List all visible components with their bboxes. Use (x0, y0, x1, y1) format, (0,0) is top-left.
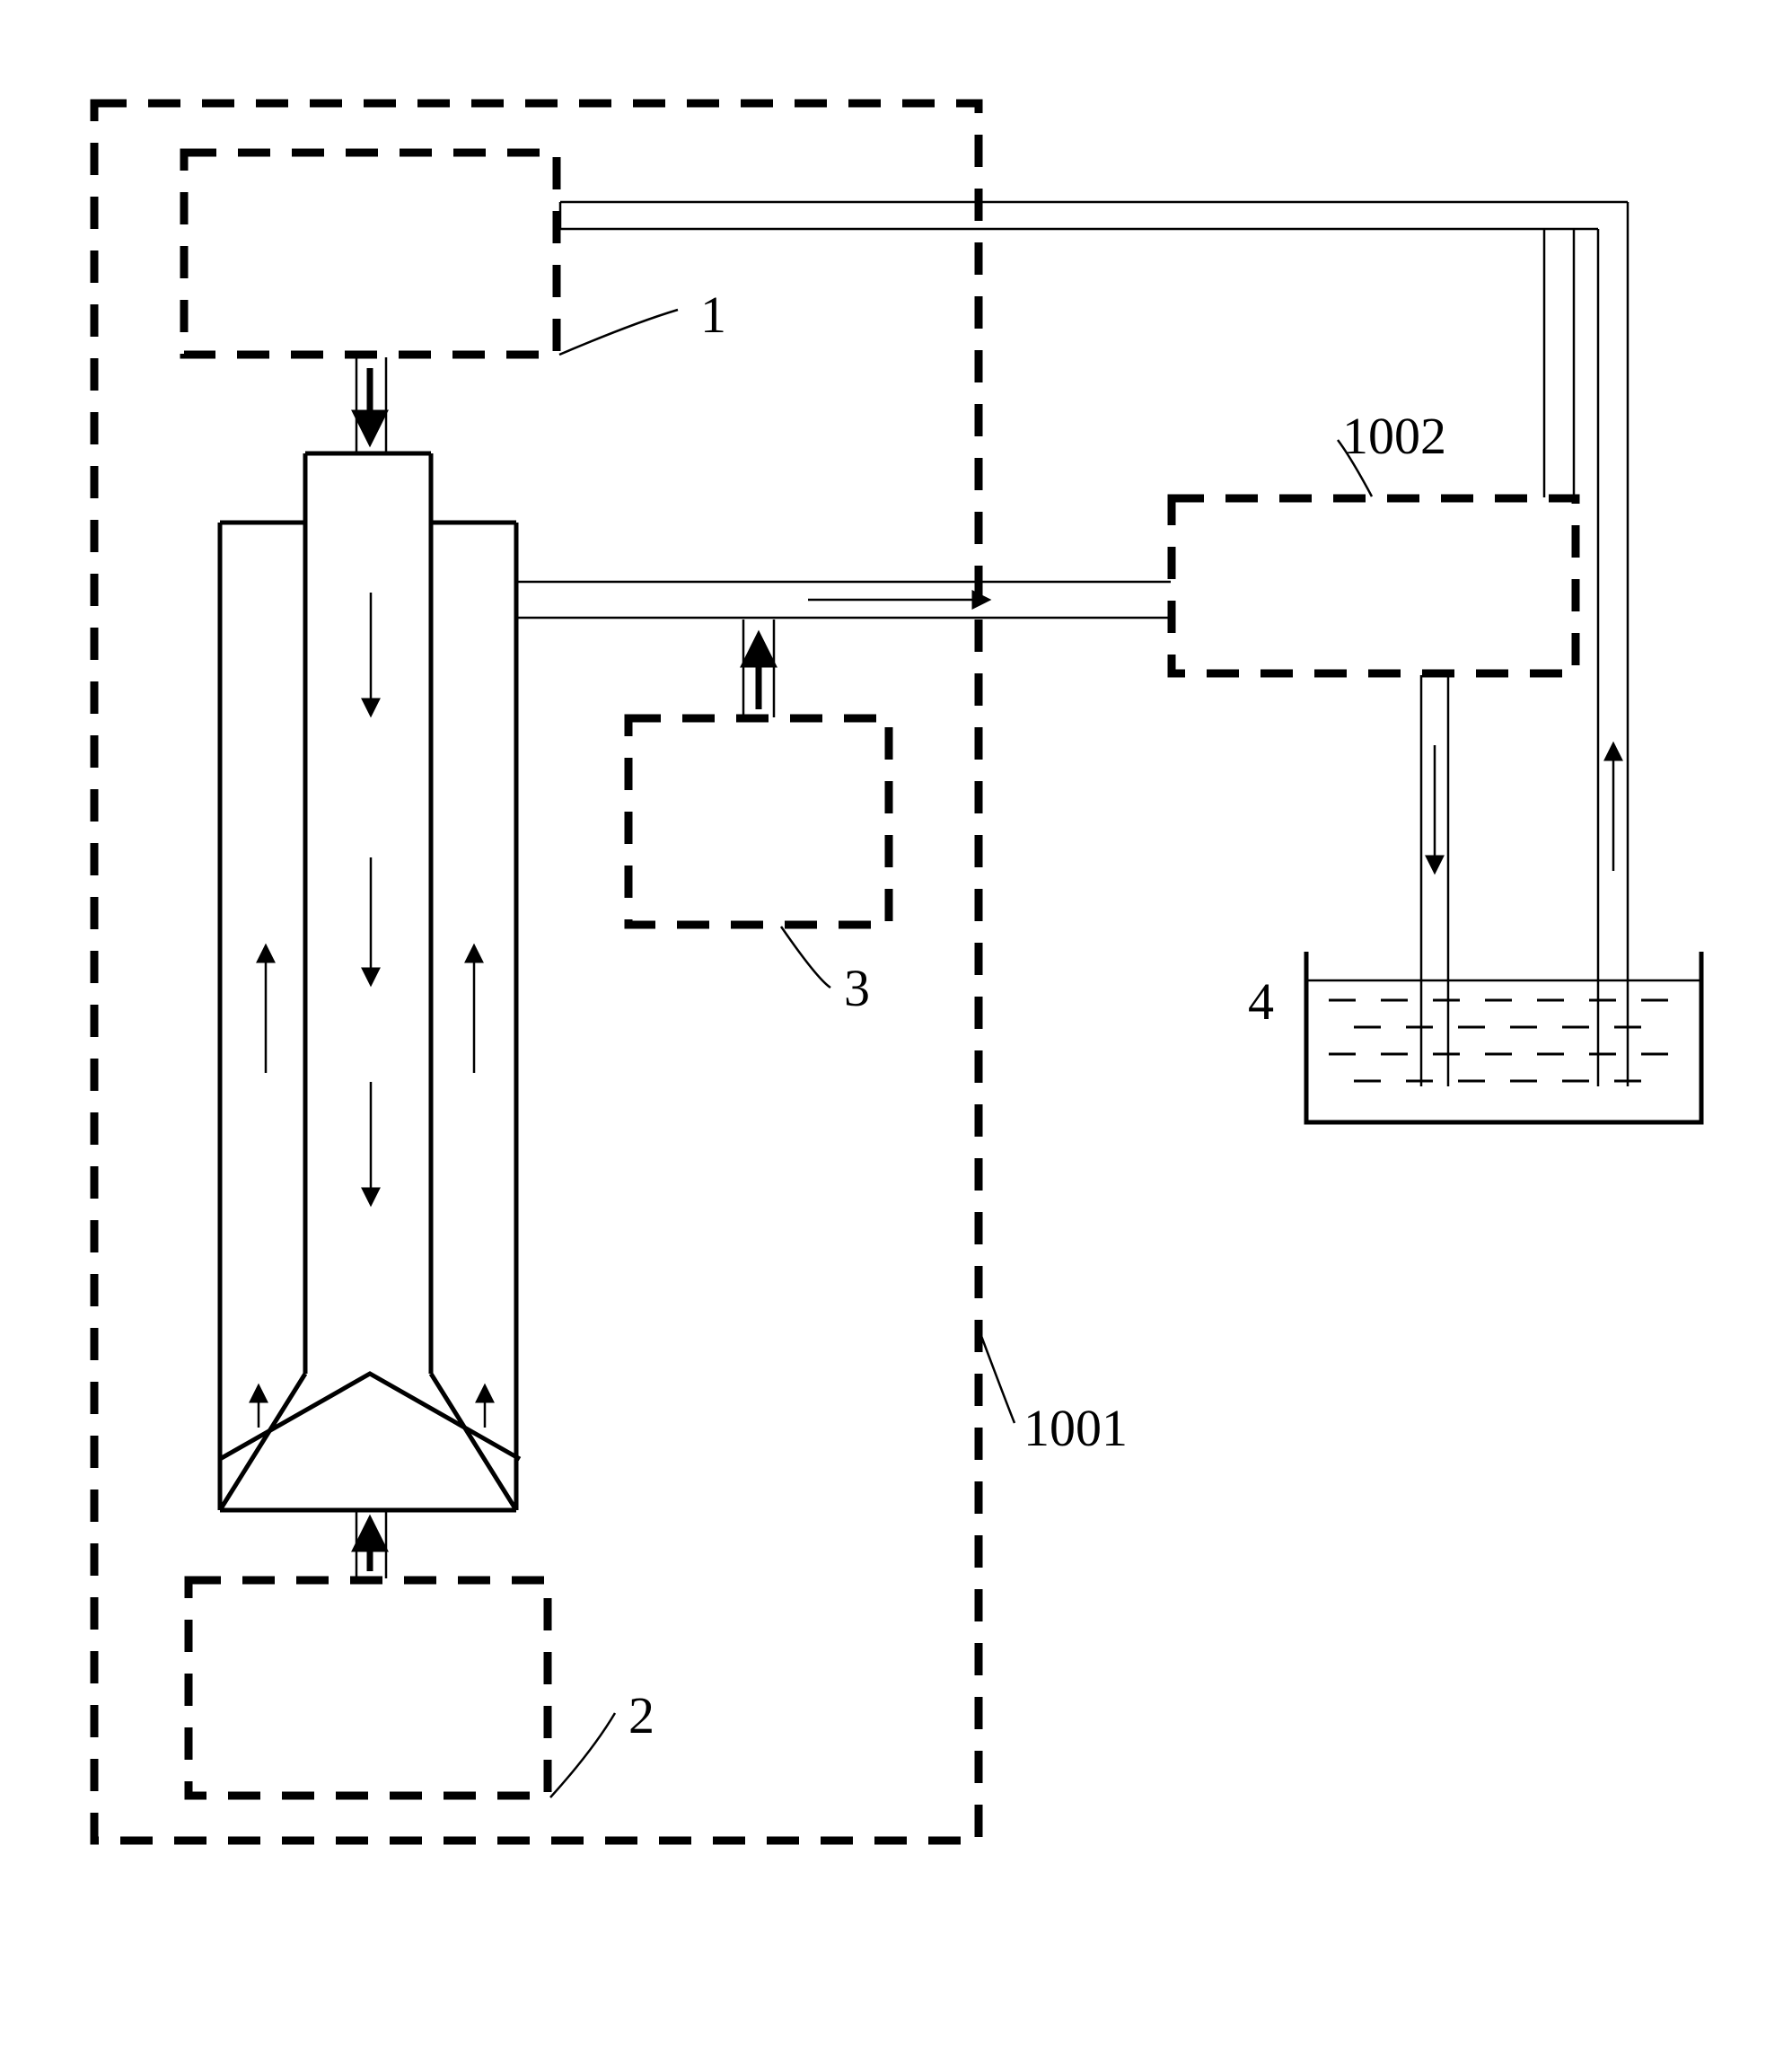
module-3-box (628, 718, 889, 925)
label-3: 3 (844, 959, 870, 1017)
leader-2 (550, 1713, 615, 1797)
leader-3 (781, 927, 830, 988)
label-1001: 1001 (1023, 1399, 1128, 1457)
label-1: 1 (700, 286, 726, 344)
leader-1 (559, 310, 678, 355)
label-2: 2 (628, 1686, 654, 1744)
module-1002-box (1172, 498, 1576, 673)
module-1-box (184, 153, 557, 355)
leader-1001 (979, 1329, 1015, 1423)
module-2-box (189, 1580, 548, 1796)
label-1002: 1002 (1342, 407, 1446, 465)
tank-4-vessel (1306, 952, 1701, 1122)
label-4: 4 (1248, 972, 1274, 1031)
